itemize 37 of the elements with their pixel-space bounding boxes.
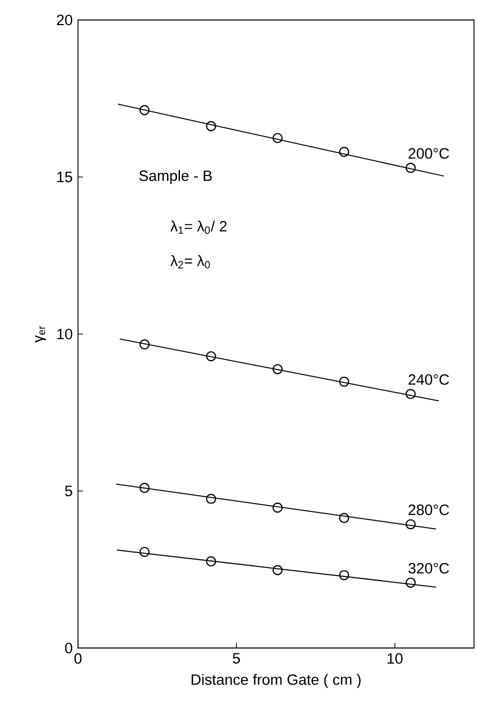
point bbox=[139, 482, 150, 493]
series-label: 240°C bbox=[408, 374, 449, 385]
y-tick-label: 5 bbox=[65, 486, 72, 496]
point bbox=[339, 512, 350, 524]
point bbox=[339, 570, 350, 580]
y-tick-label: 20 bbox=[56, 14, 72, 26]
annotation: λ$_{1}$= λ$_{0}$/ 2 bbox=[170, 220, 227, 234]
point bbox=[139, 546, 150, 557]
x-tick-label: 10 bbox=[388, 653, 403, 664]
point bbox=[339, 376, 350, 387]
point bbox=[206, 351, 216, 362]
x-axis-title: Distance from Gate ( cm ) bbox=[192, 674, 361, 688]
point bbox=[339, 146, 350, 157]
y-tick-label: 10 bbox=[57, 328, 72, 340]
y-axis-title: γ$_{er}$ bbox=[35, 326, 46, 343]
series-label: 200°C bbox=[408, 148, 449, 159]
x-tick-label: 5 bbox=[232, 653, 240, 664]
point bbox=[206, 121, 216, 132]
point bbox=[139, 339, 150, 350]
point bbox=[406, 578, 416, 588]
series-label: 280°C bbox=[408, 504, 449, 516]
point bbox=[406, 162, 416, 173]
series-label: 320°C bbox=[408, 562, 449, 574]
point bbox=[272, 364, 283, 374]
point bbox=[406, 519, 416, 530]
point bbox=[406, 388, 416, 400]
point bbox=[272, 502, 283, 513]
point bbox=[206, 494, 216, 504]
y-tick-label: 15 bbox=[57, 172, 72, 182]
annotation: Sample - B bbox=[139, 170, 212, 184]
point bbox=[206, 556, 216, 566]
point bbox=[272, 565, 283, 576]
point bbox=[272, 132, 283, 144]
annotation: λ$_{2}$= λ$_{0}$ bbox=[170, 255, 210, 268]
y-tick-label: 0 bbox=[65, 642, 72, 654]
x-tick-label: 0 bbox=[74, 653, 82, 664]
point bbox=[139, 105, 150, 116]
